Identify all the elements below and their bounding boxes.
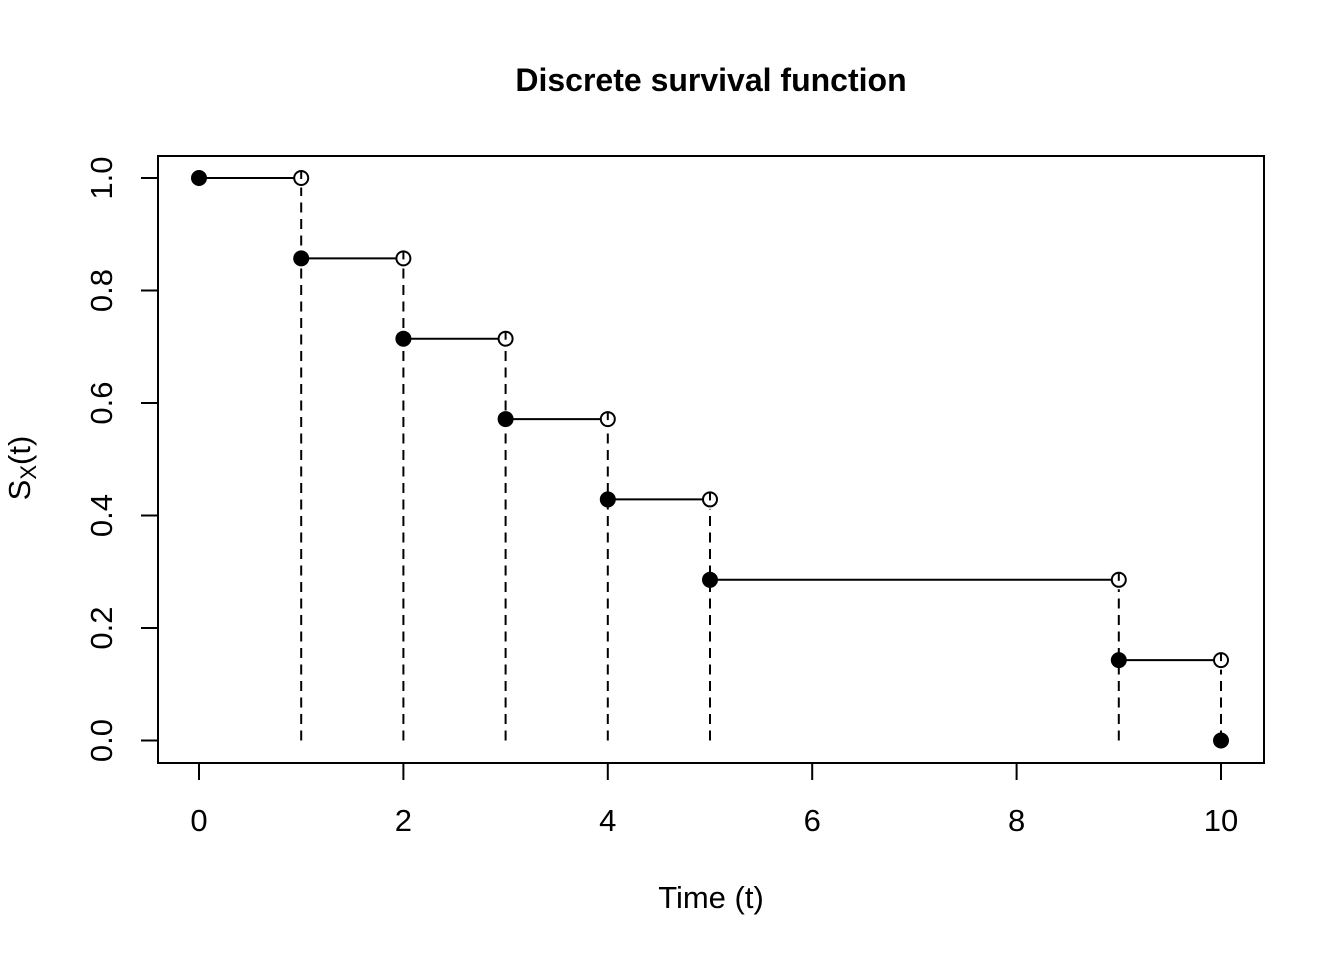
data-point-filled: [702, 571, 718, 588]
data-point-filled: [1110, 652, 1127, 669]
y-axis-tick-label: 0.8: [84, 269, 119, 312]
y-axis-tick-label: 0.0: [84, 719, 119, 762]
data-point-filled: [191, 170, 207, 186]
data-point-filled: [395, 330, 412, 347]
data-point-filled: [293, 250, 310, 267]
data-point-filled: [497, 411, 514, 428]
x-axis-tick-label: 8: [1008, 803, 1025, 838]
y-axis-tick-label: 0.6: [84, 381, 119, 424]
y-axis-tick-label: 0.4: [84, 494, 119, 537]
data-point-filled-final: [1213, 732, 1229, 749]
data-point-filled: [599, 491, 616, 508]
x-axis-tick-label: 0: [190, 803, 207, 838]
y-axis-tick-label: 1.0: [84, 156, 119, 199]
y-axis-label: SX(t): [2, 436, 41, 501]
x-axis-label: Time (t): [658, 880, 764, 915]
x-axis-tick-label: 4: [599, 803, 616, 838]
x-axis-tick-label: 2: [395, 803, 412, 838]
x-axis-tick-label: 6: [804, 803, 821, 838]
x-axis-tick-label: 10: [1204, 803, 1238, 838]
y-axis-tick-label: 0.2: [84, 606, 119, 649]
chart-title: Discrete survival function: [515, 62, 906, 98]
plot-box: [157, 155, 1265, 764]
